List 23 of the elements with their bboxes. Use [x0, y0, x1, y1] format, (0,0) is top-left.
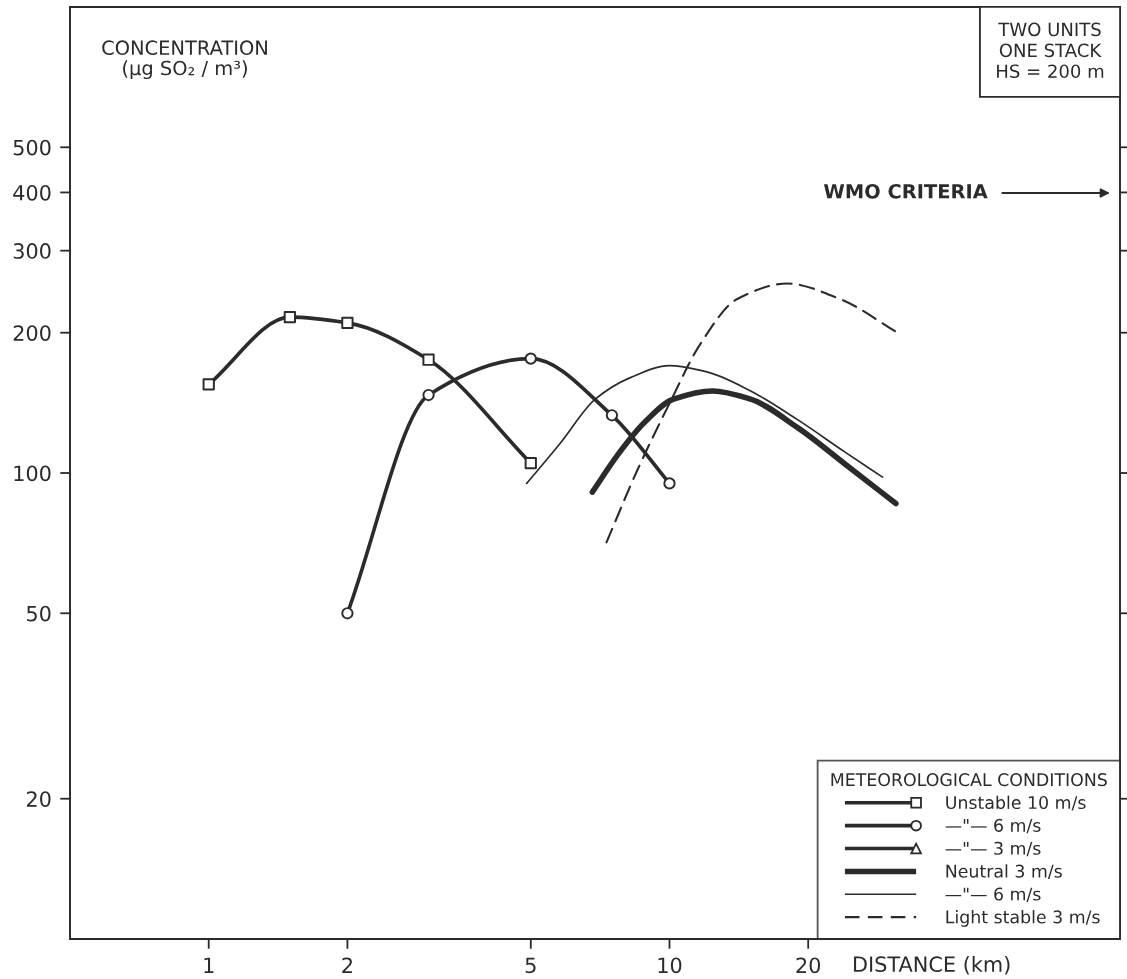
x-tick-label: 20	[796, 957, 821, 974]
legend-title: METEOROLOGICAL CONDITIONS	[831, 773, 1107, 787]
x-tick-label: 5	[525, 957, 536, 974]
y-tick-label: 200	[13, 325, 51, 341]
y-tick-label: 300	[13, 243, 51, 259]
y-axis-title: CONCENTRATION (µg SO₂ / m³)	[102, 40, 267, 80]
legend-label: —"— 6 m/s	[945, 887, 1041, 902]
x-tick-label: 10	[658, 957, 682, 974]
legend-label: Unstable 10 m/s	[946, 795, 1086, 811]
annotation: TWO UNITS ONE STACK HS = 200 m	[997, 22, 1104, 79]
annotation: WMO CRITERIA	[823, 183, 988, 199]
y-tick-label: 100	[14, 465, 51, 482]
y-tick-label: 20	[26, 791, 51, 807]
y-tick-label: 400	[13, 184, 51, 201]
x-tick-label: 1	[204, 957, 214, 973]
x-axis-title: DISTANCE (km)	[854, 955, 1010, 975]
legend-label: Neutral 3 m/s	[946, 864, 1062, 880]
x-tick-label: 2	[342, 957, 352, 973]
y-tick-label: 50	[27, 605, 51, 622]
legend-label: —"— 6 m/s	[945, 818, 1041, 834]
legend-label: —"— 3 m/s	[945, 841, 1041, 857]
legend-label: Light stable 3 m/s	[946, 910, 1100, 927]
y-tick-label: 500	[13, 139, 51, 156]
